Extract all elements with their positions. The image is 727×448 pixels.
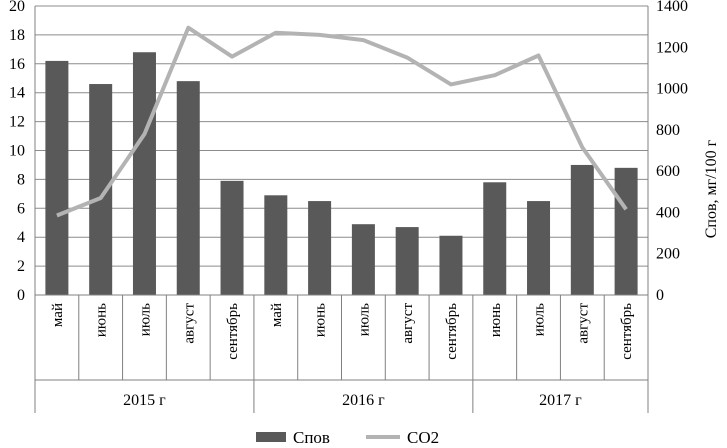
category-label: сентябрь [619, 303, 635, 360]
category-label: июнь [94, 303, 110, 337]
gridlines [35, 5, 648, 267]
year-label: 2017 г [539, 392, 582, 409]
bar-series-spov [45, 52, 638, 295]
left-tick-label: 16 [9, 56, 25, 73]
right-tick-label: 1400 [656, 0, 688, 15]
bar-spov [527, 201, 551, 295]
year-label: 2015 г [123, 392, 166, 409]
category-label: сентябрь [444, 303, 460, 360]
bar-spov [483, 182, 507, 295]
bar-spov [45, 60, 69, 295]
right-axis-title: Спов, мг/100 г [703, 139, 720, 238]
category-label: май [269, 303, 285, 327]
category-label: август [575, 303, 591, 344]
right-tick-label: 800 [656, 122, 680, 139]
bar-spov [308, 201, 332, 295]
legend-label-spov: Спов [293, 428, 330, 447]
bar-spov [570, 164, 594, 295]
left-tick-label: 10 [9, 143, 25, 160]
right-tick-label: 400 [656, 204, 680, 221]
category-label: июль [532, 303, 548, 336]
right-tick-label: 600 [656, 163, 680, 180]
category-label: август [181, 303, 197, 344]
category-label: июль [138, 303, 154, 336]
legend: Спов CO2 [256, 428, 439, 447]
category-label: сентябрь [225, 303, 241, 360]
bar-spov [439, 235, 463, 295]
category-label: июнь [313, 303, 329, 337]
category-label: май [50, 303, 66, 327]
co2-line [56, 25, 628, 218]
bar-spov [220, 180, 244, 295]
bar-spov [132, 52, 156, 295]
right-tick-label: 1000 [656, 81, 688, 98]
left-axis-ticks: 0 2 4 6 8 10 12 14 16 18 20 [9, 0, 25, 304]
right-tick-label: 1200 [656, 39, 688, 56]
right-tick-label: 200 [656, 246, 680, 263]
bar-spov [176, 81, 200, 295]
left-tick-label: 14 [9, 85, 25, 102]
category-label: август [400, 303, 416, 344]
year-label: 2016 г [342, 392, 385, 409]
left-tick-label: 18 [9, 27, 25, 44]
category-label: июнь [488, 303, 504, 337]
legend-swatch-spov [256, 432, 286, 442]
bar-spov [89, 84, 113, 295]
left-tick-label: 12 [9, 114, 25, 131]
left-tick-label: 20 [9, 0, 25, 15]
right-axis-ticks: 0 200 400 600 800 1000 1200 1400 [656, 0, 688, 304]
bar-spov [351, 224, 375, 295]
bar-spov [395, 227, 419, 295]
left-tick-label: 4 [17, 229, 25, 246]
category-axis: май июнь июль август сентябрь май июнь июль авгу… [50, 295, 635, 413]
left-tick-label: 8 [17, 171, 25, 188]
left-tick-label: 2 [17, 258, 25, 275]
bar-spov [264, 195, 288, 295]
right-tick-label: 0 [656, 287, 664, 304]
bar-spov [614, 167, 638, 295]
left-tick-label: 0 [17, 287, 25, 304]
legend-label-co2: CO2 [407, 428, 439, 447]
category-label: июль [356, 303, 372, 336]
left-tick-label: 6 [17, 200, 25, 217]
